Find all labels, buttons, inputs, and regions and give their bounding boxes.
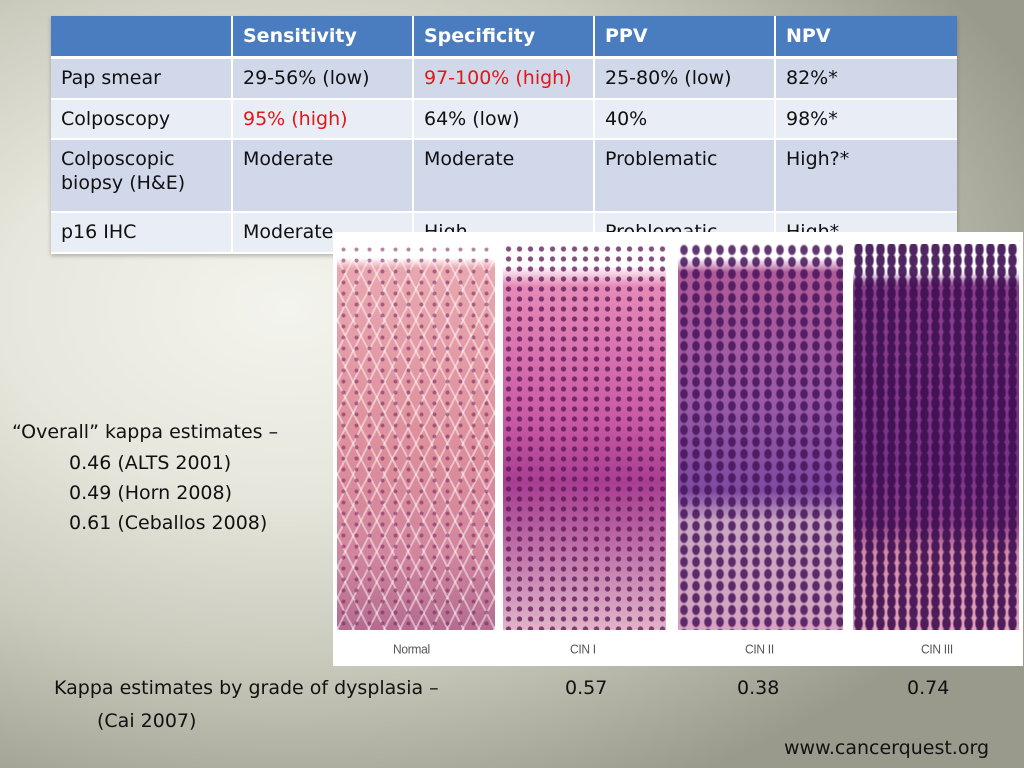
table-row: Pap smear 29-56% (low) 97-100% (high) 25… (51, 57, 957, 100)
specificity-cell: 97-100% (high) (413, 57, 595, 100)
histology-figure: Normal CIN I CIN II CIN III (333, 232, 1023, 666)
ppv-cell: 40% (594, 99, 776, 140)
grade-kappa-citation: (Cai 2007) (97, 710, 197, 732)
histology-label-cin2: CIN II (745, 641, 774, 657)
kappa-heading: “Overall” kappa estimates – (12, 421, 279, 443)
table-row: Colposcopy 95% (high) 64% (low) 40% 98%* (51, 99, 957, 140)
ppv-cell: Problematic (594, 139, 776, 213)
header-cell-sensitivity: Sensitivity (232, 16, 414, 59)
histology-label-cin3: CIN III (921, 641, 953, 657)
diagnostic-accuracy-table: Sensitivity Specificity PPV NPV Pap smea… (51, 16, 957, 254)
sensitivity-cell: 95% (high) (232, 99, 414, 140)
grade-kappa-caption: Kappa estimates by grade of dysplasia – (54, 677, 439, 699)
npv-cell: High?* (775, 139, 957, 213)
method-cell: Colposcopy (51, 99, 233, 140)
histology-image-cin2 (678, 244, 843, 630)
grade-kappa-value-cin2: 0.38 (737, 677, 780, 699)
npv-cell: 82%* (775, 57, 957, 100)
header-cell-blank (51, 16, 233, 59)
specificity-cell: 64% (low) (413, 99, 595, 140)
kappa-estimate: 0.46 (ALTS 2001) (69, 452, 232, 474)
grade-kappa-value-cin3: 0.74 (907, 677, 950, 699)
kappa-estimate: 0.49 (Horn 2008) (69, 482, 232, 504)
sensitivity-cell: Moderate (232, 139, 414, 213)
sensitivity-cell: 29-56% (low) (232, 57, 414, 100)
header-cell-specificity: Specificity (413, 16, 595, 59)
histology-label-normal: Normal (393, 641, 430, 657)
kappa-estimate: 0.61 (Ceballos 2008) (69, 512, 268, 534)
specificity-cell: Moderate (413, 139, 595, 213)
method-cell: Pap smear (51, 57, 233, 100)
grade-kappa-value-cin1: 0.57 (565, 677, 608, 699)
npv-cell: 98%* (775, 99, 957, 140)
table-row: Colposcopic biopsy (H&E) Moderate Modera… (51, 139, 957, 213)
histology-label-cin1: CIN I (570, 641, 596, 657)
header-cell-npv: NPV (775, 16, 957, 59)
method-cell: Colposcopic biopsy (H&E) (51, 139, 233, 213)
histology-image-cin3 (853, 244, 1019, 630)
header-cell-ppv: PPV (594, 16, 776, 59)
method-cell: p16 IHC (51, 212, 233, 254)
table-header-row: Sensitivity Specificity PPV NPV (51, 16, 957, 59)
ppv-cell: 25-80% (low) (594, 57, 776, 100)
histology-image-normal (337, 244, 495, 630)
source-url: www.cancerquest.org (784, 737, 990, 759)
histology-image-cin1 (503, 244, 666, 630)
